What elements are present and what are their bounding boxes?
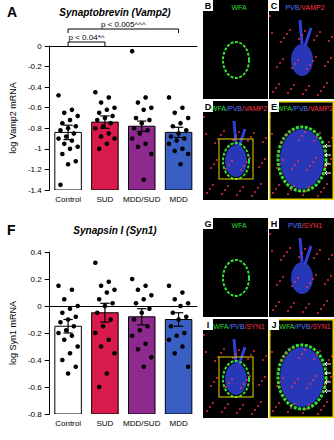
svg-text:0: 0 [37, 302, 42, 311]
svg-text:-1: -1 [35, 144, 43, 153]
svg-text:SUD: SUD [96, 419, 113, 428]
svg-text:Synapsin I (Syn1): Synapsin I (Syn1) [73, 225, 157, 236]
svg-text:PVB/SYN1: PVB/SYN1 [288, 222, 322, 229]
svg-text:Synaptobrevin (Vamp2): Synaptobrevin (Vamp2) [59, 7, 171, 18]
svg-text:H: H [271, 219, 278, 229]
svg-text:-0.6: -0.6 [28, 383, 42, 392]
svg-text:log Syn1 mRNA: log Syn1 mRNA [8, 301, 18, 365]
svg-text:B: B [205, 1, 212, 11]
svg-text:MDD: MDD [169, 419, 187, 428]
svg-text:Control: Control [55, 419, 81, 428]
svg-text:WFA/PVB/SYN1: WFA/PVB/SYN1 [213, 323, 264, 330]
svg-text:MDD/SUD: MDD/SUD [123, 195, 161, 204]
svg-text:-0.8: -0.8 [28, 410, 42, 419]
svg-text:MDD: MDD [169, 195, 187, 204]
svg-text:MDD/SUD: MDD/SUD [123, 419, 161, 428]
svg-text:WFA/PVB/VAMP2: WFA/PVB/VAMP2 [277, 105, 333, 112]
svg-text:log Vamp2 mRNA: log Vamp2 mRNA [8, 82, 18, 153]
svg-text:-0.4: -0.4 [28, 83, 42, 92]
svg-text:J: J [271, 320, 276, 330]
svg-text:-0.2: -0.2 [28, 62, 42, 71]
svg-text:-1.4: -1.4 [28, 186, 42, 195]
svg-text:Control: Control [55, 195, 81, 204]
svg-text:p < 0.005^^^: p < 0.005^^^ [101, 20, 146, 29]
svg-text:0.4: 0.4 [31, 248, 43, 257]
svg-text:C: C [271, 1, 278, 11]
svg-text:A: A [7, 4, 17, 20]
svg-text:PVB/VAMP2: PVB/VAMP2 [285, 4, 324, 11]
svg-text:-0.4: -0.4 [28, 356, 42, 365]
svg-text:E: E [271, 102, 277, 112]
svg-text:-0.2: -0.2 [28, 329, 42, 338]
svg-text:G: G [204, 219, 211, 229]
svg-text:WFA/PVB/SYN1: WFA/PVB/SYN1 [279, 323, 330, 330]
svg-text:F: F [7, 222, 16, 238]
svg-text:-1.2: -1.2 [28, 165, 42, 174]
svg-text:WFA: WFA [231, 222, 246, 229]
svg-text:SUD: SUD [96, 195, 113, 204]
svg-text:0.2: 0.2 [31, 275, 43, 284]
svg-text:-0.6: -0.6 [28, 103, 42, 112]
svg-text:WFA/PVB/VAMP2: WFA/PVB/VAMP2 [211, 105, 267, 112]
svg-text:-0.8: -0.8 [28, 124, 42, 133]
svg-text:D: D [204, 102, 212, 112]
svg-text:I: I [207, 320, 210, 330]
svg-text:WFA: WFA [231, 4, 246, 11]
svg-text:p < 0.04*^: p < 0.04*^ [69, 33, 105, 42]
svg-text:0: 0 [37, 42, 42, 51]
